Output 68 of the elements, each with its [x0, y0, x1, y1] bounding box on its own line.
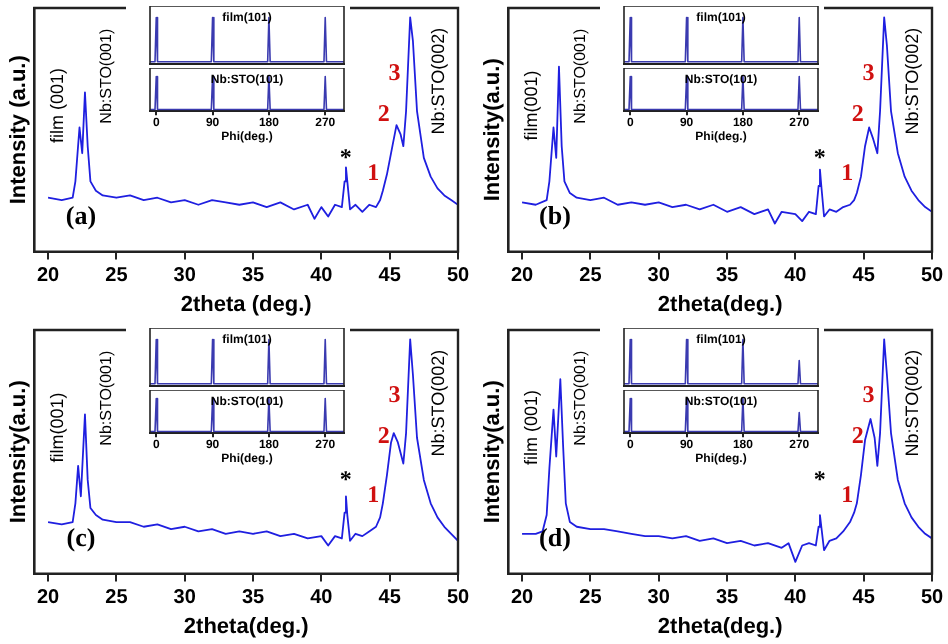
x-tick-label: 35 [241, 587, 266, 610]
x-axis-title: 2theta(deg.) [183, 614, 310, 639]
x-tick-label: 45 [852, 587, 876, 610]
annotation: Nb:STO(001) [570, 350, 589, 446]
annotation: Nb:STO(001) [96, 28, 115, 124]
x-tick-label: 20 [36, 265, 61, 288]
x-tick-label: 50 [920, 265, 944, 288]
x-tick-label: 40 [784, 265, 808, 288]
annotation: 2 [851, 421, 864, 450]
annotation: Nb:STO(002) [427, 349, 448, 457]
x-tick-label: 25 [579, 587, 603, 610]
x-tick-label: 45 [378, 265, 402, 288]
annotation: 1 [841, 479, 854, 508]
x-tick-label: 30 [647, 265, 671, 288]
y-axis-title: Intensity (a.u.) [7, 54, 32, 205]
annotation: Nb:STO(001) [96, 350, 115, 446]
annotation: * [813, 465, 826, 494]
annotation: 1 [367, 479, 380, 508]
x-tick-label: 25 [579, 265, 603, 288]
x-tick-label: 40 [310, 265, 334, 288]
x-axis-title: 2theta(deg.) [657, 292, 784, 317]
annotation: 1 [841, 157, 854, 186]
x-tick-label: 50 [446, 587, 470, 610]
annotation: (c) [66, 522, 96, 553]
y-axis-title: Intensity(a.u.) [481, 379, 506, 524]
annotation: 1 [367, 157, 380, 186]
annotation: * [813, 143, 826, 172]
x-tick-label: 35 [715, 587, 740, 610]
x-tick-label: 30 [647, 587, 671, 610]
annotation: film (001) [520, 389, 541, 465]
y-axis-title: Intensity(a.u.) [7, 379, 32, 524]
annotation: 3 [388, 57, 401, 86]
annotation: 3 [862, 57, 875, 86]
x-tick-label: 45 [378, 587, 402, 610]
annotation: (b) [539, 200, 571, 231]
x-tick-label: 40 [784, 587, 808, 610]
annotation: 3 [388, 379, 401, 408]
y-axis-title: Intensity(a.u.) [481, 57, 506, 202]
x-tick-label: 35 [715, 265, 740, 288]
x-axis-title: 2theta(deg.) [657, 614, 784, 639]
annotation: * [339, 143, 352, 172]
x-tick-label: 45 [852, 265, 876, 288]
x-tick-label: 25 [105, 587, 129, 610]
x-tick-label: 20 [36, 587, 61, 610]
x-tick-label: 50 [920, 587, 944, 610]
x-tick-label: 40 [310, 587, 334, 610]
annotation: (d) [539, 522, 571, 553]
annotation: Nb:STO(001) [570, 28, 589, 124]
x-axis-title: 2theta (deg.) [180, 292, 313, 317]
annotation: film(001) [46, 392, 67, 463]
x-tick-label: 20 [510, 265, 535, 288]
annotation: * [339, 465, 352, 494]
x-tick-label: 30 [173, 587, 197, 610]
annotation: film (001) [46, 67, 67, 143]
x-tick-label: 25 [105, 265, 129, 288]
x-tick-label: 50 [446, 265, 470, 288]
annotation: 2 [377, 99, 390, 128]
annotation: Nb:STO(002) [901, 27, 922, 135]
annotation: film(001) [520, 70, 541, 141]
x-tick-label: 35 [241, 265, 266, 288]
annotation: 2 [377, 421, 390, 450]
annotation: Nb:STO(002) [901, 349, 922, 457]
annotation: Nb:STO(002) [427, 27, 448, 135]
x-tick-label: 20 [510, 587, 535, 610]
annotation: 2 [851, 99, 864, 128]
x-tick-label: 30 [173, 265, 197, 288]
annotation: (a) [65, 200, 97, 231]
annotation: 3 [862, 379, 875, 408]
